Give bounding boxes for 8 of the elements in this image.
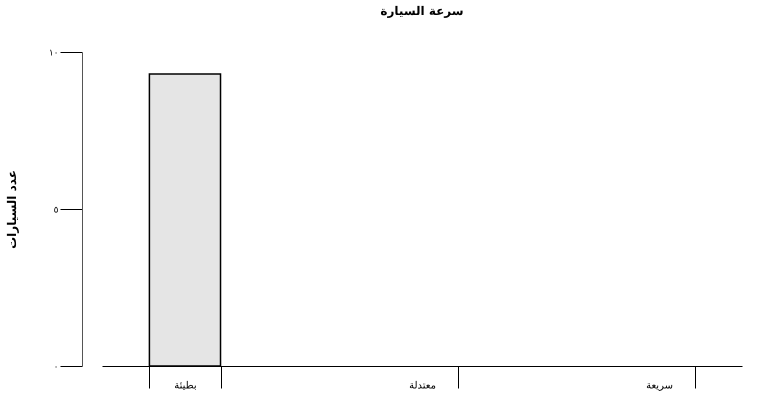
x-tick-label: سريعة — [646, 380, 673, 392]
y-tick-label: ٥ — [54, 206, 59, 216]
y-tick-label: ٠ — [54, 362, 58, 372]
x-tick-label: معتدلة — [409, 380, 436, 392]
y-tick-label: ١٠ — [48, 48, 58, 58]
chart-title: سرعة السيارة — [380, 4, 464, 18]
y-axis-title: عدد السيارات — [4, 170, 19, 249]
x-tick-label: بطيئة — [174, 380, 197, 392]
